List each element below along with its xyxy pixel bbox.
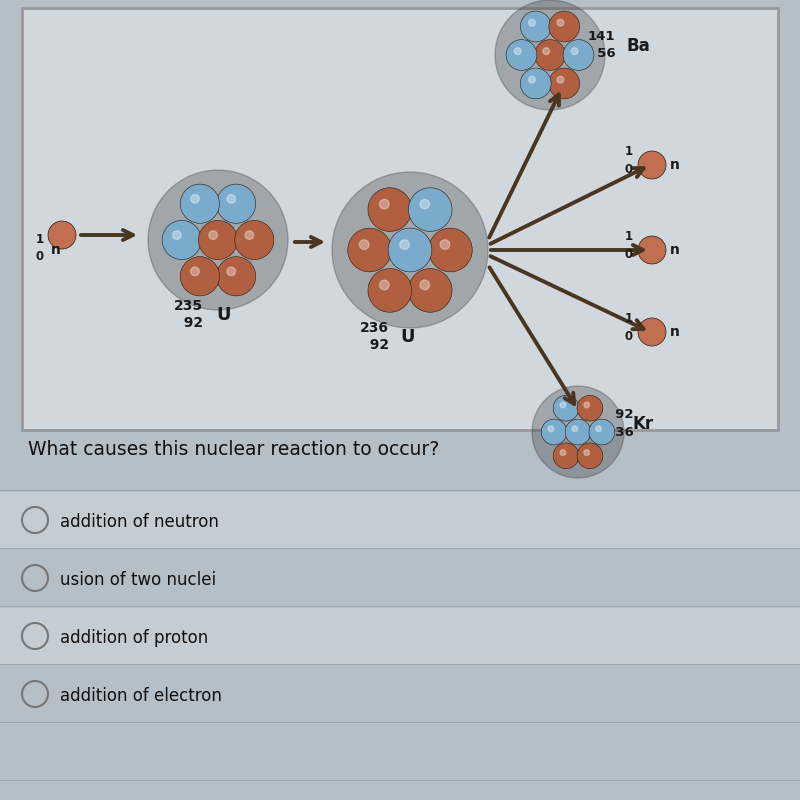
Text: 56: 56 — [588, 47, 616, 60]
Text: 1: 1 — [625, 230, 633, 243]
Circle shape — [529, 76, 535, 83]
Circle shape — [532, 386, 624, 478]
Circle shape — [227, 194, 235, 203]
Circle shape — [596, 426, 602, 432]
Circle shape — [520, 68, 551, 99]
Circle shape — [577, 443, 602, 469]
Circle shape — [190, 267, 199, 276]
Text: Kr: Kr — [632, 415, 653, 433]
Circle shape — [495, 0, 605, 110]
Circle shape — [379, 199, 389, 209]
Bar — [0, 666, 800, 722]
Circle shape — [348, 228, 391, 272]
Text: 1: 1 — [625, 145, 633, 158]
Circle shape — [563, 39, 594, 70]
Circle shape — [400, 240, 410, 250]
Text: 1: 1 — [36, 233, 44, 246]
Bar — [0, 550, 800, 606]
Circle shape — [560, 450, 566, 455]
Circle shape — [332, 172, 488, 328]
Text: n: n — [670, 158, 680, 172]
Circle shape — [173, 230, 181, 239]
Text: 0: 0 — [36, 250, 44, 263]
Circle shape — [420, 280, 430, 290]
Circle shape — [529, 19, 535, 26]
Circle shape — [542, 48, 550, 54]
Text: addition of neutron: addition of neutron — [60, 513, 219, 531]
Text: addition of electron: addition of electron — [60, 687, 222, 705]
Text: 0: 0 — [625, 330, 633, 343]
Circle shape — [506, 39, 537, 70]
Circle shape — [368, 188, 412, 231]
Circle shape — [368, 269, 412, 312]
Text: What causes this nuclear reaction to occur?: What causes this nuclear reaction to occ… — [28, 440, 439, 459]
Bar — [0, 608, 800, 664]
Text: 235: 235 — [174, 299, 203, 313]
Circle shape — [534, 39, 566, 70]
Circle shape — [560, 402, 566, 408]
Text: U: U — [216, 306, 230, 324]
Circle shape — [549, 11, 580, 42]
Text: usion of two nuclei: usion of two nuclei — [60, 571, 216, 589]
Circle shape — [572, 426, 578, 432]
Circle shape — [162, 220, 202, 259]
Circle shape — [548, 426, 554, 432]
Circle shape — [209, 230, 218, 239]
Text: U: U — [400, 328, 414, 346]
Text: 92: 92 — [606, 408, 634, 421]
Text: 0: 0 — [625, 163, 633, 176]
Circle shape — [571, 48, 578, 54]
Circle shape — [549, 68, 580, 99]
Circle shape — [245, 230, 254, 239]
Circle shape — [198, 220, 238, 259]
Circle shape — [379, 280, 389, 290]
Circle shape — [420, 199, 430, 209]
Text: n: n — [670, 325, 680, 339]
Circle shape — [408, 269, 452, 312]
Text: 0: 0 — [625, 248, 633, 261]
Circle shape — [359, 240, 369, 250]
Circle shape — [180, 257, 219, 296]
Circle shape — [440, 240, 450, 250]
Text: Ba: Ba — [626, 37, 650, 55]
Circle shape — [429, 228, 472, 272]
Circle shape — [589, 419, 614, 445]
Text: n: n — [51, 243, 61, 257]
Text: 92: 92 — [360, 338, 389, 352]
Circle shape — [227, 267, 235, 276]
Circle shape — [638, 236, 666, 264]
Circle shape — [554, 395, 579, 421]
Circle shape — [557, 76, 564, 83]
Text: 141: 141 — [588, 30, 615, 43]
Text: 36: 36 — [606, 426, 634, 439]
Circle shape — [408, 188, 452, 231]
Circle shape — [542, 419, 567, 445]
Circle shape — [148, 170, 288, 310]
Circle shape — [584, 450, 590, 455]
Circle shape — [577, 395, 602, 421]
Bar — [0, 492, 800, 548]
Circle shape — [388, 228, 432, 272]
Circle shape — [514, 48, 521, 54]
Circle shape — [180, 184, 219, 223]
Text: addition of proton: addition of proton — [60, 629, 208, 647]
Circle shape — [584, 402, 590, 408]
Circle shape — [520, 11, 551, 42]
Circle shape — [48, 221, 76, 249]
Circle shape — [217, 257, 256, 296]
Circle shape — [190, 194, 199, 203]
Bar — [22, 8, 778, 430]
Circle shape — [554, 443, 579, 469]
Circle shape — [234, 220, 274, 259]
Text: 1: 1 — [625, 312, 633, 325]
Circle shape — [217, 184, 256, 223]
Circle shape — [565, 419, 591, 445]
Circle shape — [638, 318, 666, 346]
Circle shape — [557, 19, 564, 26]
Text: n: n — [670, 243, 680, 257]
Text: 92: 92 — [174, 316, 203, 330]
Circle shape — [638, 151, 666, 179]
Text: 236: 236 — [360, 321, 389, 335]
